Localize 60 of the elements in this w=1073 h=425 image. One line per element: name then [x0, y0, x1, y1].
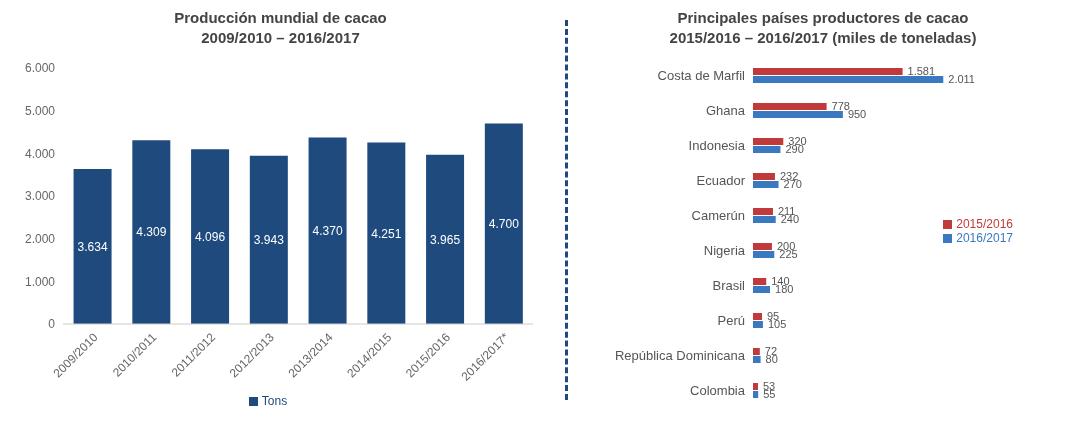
- bar: [753, 216, 776, 223]
- chart-title: Producción mundial de cacao 2009/2010 – 2016/2017: [173, 8, 388, 48]
- y-tick-label: Indonesia: [688, 138, 746, 154]
- y-tick-label: Camerún: [691, 208, 745, 224]
- bar: [753, 111, 843, 118]
- bar: [753, 356, 761, 363]
- y-tick-label: 2.000: [24, 231, 56, 246]
- data-label: 4.700: [488, 216, 520, 231]
- y-tick-label: 3.000: [24, 189, 56, 204]
- bar: [753, 286, 771, 293]
- legend-label: 2015/2016: [956, 216, 1013, 231]
- data-label: 4.309: [136, 225, 167, 240]
- y-tick-label: 5.000: [24, 103, 56, 118]
- bar: [753, 68, 903, 75]
- data-label: 4.370: [312, 224, 343, 239]
- y-tick-label: 4.000: [24, 146, 56, 161]
- bar: [753, 138, 784, 145]
- bar: [753, 278, 767, 285]
- data-label: 3.634: [77, 239, 108, 254]
- data-label: 3.965: [430, 232, 461, 247]
- data-label: 3.943: [253, 233, 285, 248]
- y-tick-label: 1.000: [24, 274, 56, 289]
- y-tick-label: Colombia: [690, 383, 746, 399]
- bar: [308, 137, 347, 324]
- bar: [753, 383, 759, 390]
- bar: [367, 142, 406, 324]
- bar: [753, 173, 775, 180]
- bar: [73, 168, 112, 324]
- bar: [753, 313, 762, 320]
- y-tick-label: Perú: [717, 313, 745, 329]
- bar: [753, 208, 773, 215]
- bar: [132, 140, 171, 324]
- y-tick-label: 0: [48, 317, 56, 332]
- bar: [753, 243, 772, 250]
- bar: [753, 146, 781, 153]
- bar: [753, 103, 827, 110]
- bar: [753, 251, 775, 258]
- bar: [426, 154, 465, 324]
- data-label: 1.581: [907, 65, 936, 78]
- y-tick-label: República Dominicana: [614, 348, 746, 364]
- bar: [753, 348, 760, 355]
- data-label: 4.096: [195, 229, 226, 244]
- bar: [191, 149, 230, 324]
- bar: [753, 181, 779, 188]
- y-tick-label: Costa de Marfil: [657, 68, 746, 84]
- legend-label: Tons: [261, 394, 288, 408]
- chart-title: Principales países productores de cacao 2015/2016 – 2016/2017 (miles de toneladas): [668, 8, 978, 48]
- data-label: 4.251: [371, 226, 402, 241]
- bar: [249, 155, 288, 324]
- legend-label: 2016/2017: [956, 230, 1013, 245]
- y-tick-label: Ghana: [705, 103, 746, 119]
- bar: [753, 321, 763, 328]
- y-tick-label: Ecuador: [696, 173, 746, 189]
- y-tick-label: 6.000: [24, 61, 56, 76]
- data-label: 2.011: [948, 73, 975, 86]
- bar: [484, 123, 523, 324]
- y-tick-label: Brasil: [712, 278, 746, 294]
- bar: [753, 76, 944, 83]
- bar: [753, 391, 759, 398]
- y-tick-label: Nigeria: [703, 243, 746, 259]
